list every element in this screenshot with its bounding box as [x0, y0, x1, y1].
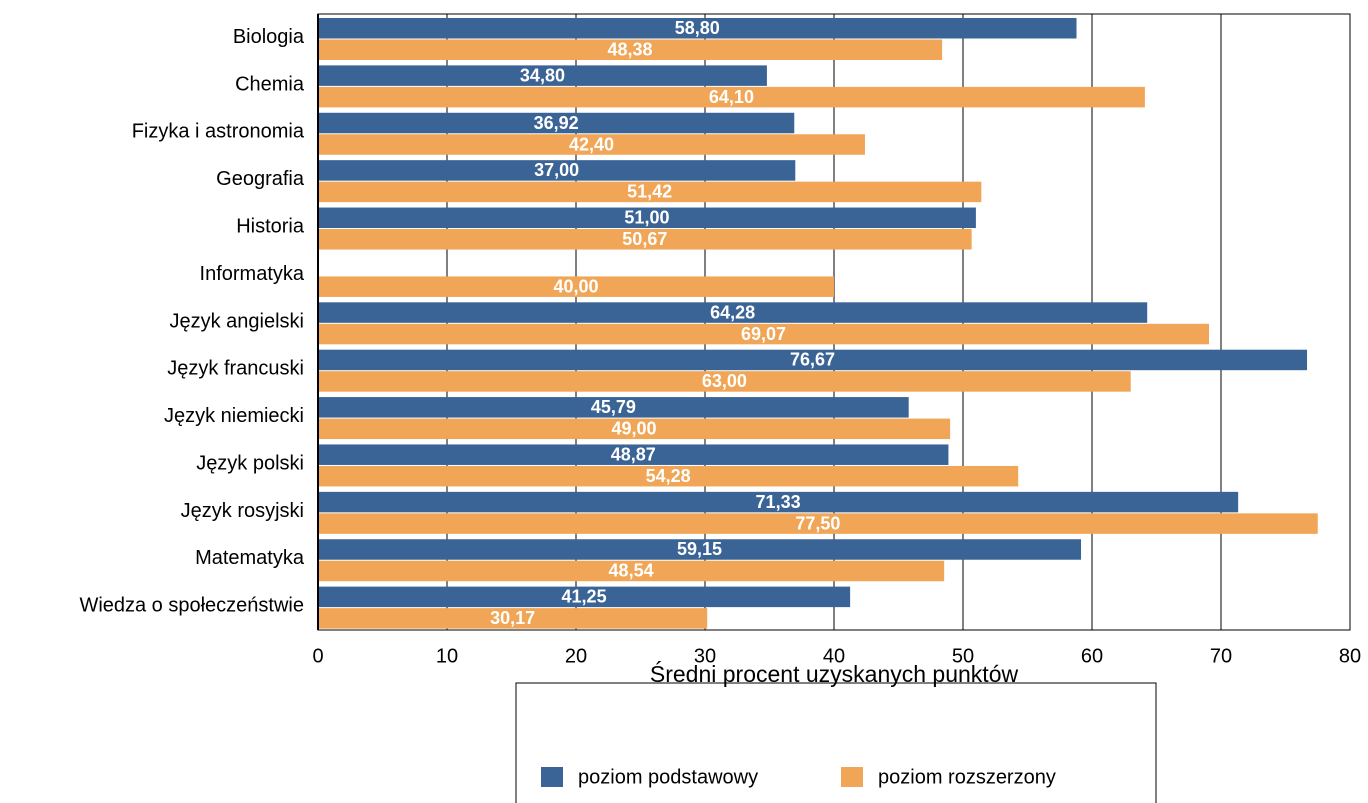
bar	[318, 207, 976, 229]
bar	[318, 418, 951, 440]
x-tick-label: 60	[1081, 645, 1103, 667]
value-label: 48,87	[611, 444, 656, 464]
value-label: 45,79	[591, 397, 636, 417]
y-tick-label: Biologia	[233, 26, 305, 48]
value-label: 34,80	[520, 65, 565, 85]
value-label: 77,50	[795, 513, 840, 533]
x-tick-label: 20	[565, 645, 587, 667]
x-tick-label: 30	[694, 645, 716, 667]
value-label: 51,42	[627, 182, 672, 202]
value-label: 48,54	[609, 561, 654, 581]
legend-label: poziom podstawowy	[578, 766, 758, 788]
bar	[318, 276, 834, 297]
legend-swatch	[841, 767, 863, 787]
x-tick-label: 40	[823, 645, 845, 667]
bar	[318, 465, 1019, 487]
y-tick-label: Wiedza o społeczeństwie	[79, 595, 304, 617]
bar	[318, 323, 1210, 345]
bar	[318, 397, 909, 418]
legend-label: poziom rozszerzony	[878, 766, 1056, 788]
bar	[318, 608, 708, 629]
bar	[318, 112, 795, 134]
bar	[318, 39, 943, 60]
value-label: 51,00	[624, 208, 669, 228]
y-tick-label: Język rosyjski	[181, 500, 304, 522]
y-tick-label: Informatyka	[200, 263, 305, 285]
y-tick-label: Język francuski	[167, 358, 304, 380]
bar	[318, 302, 1148, 323]
bar	[318, 491, 1239, 513]
x-tick-label: 50	[952, 645, 974, 667]
bar	[318, 134, 865, 155]
bar	[318, 181, 982, 203]
y-tick-label: Historia	[236, 216, 305, 238]
value-label: 36,92	[534, 113, 579, 133]
bar	[318, 229, 972, 250]
value-label: 30,17	[490, 608, 535, 628]
x-tick-label: 80	[1339, 645, 1361, 667]
y-tick-label: Chemia	[235, 73, 305, 95]
bar	[318, 513, 1318, 534]
bar	[318, 560, 945, 582]
value-label: 59,15	[677, 539, 722, 559]
value-label: 64,28	[710, 302, 755, 322]
value-label: 63,00	[702, 371, 747, 391]
value-label: 58,80	[675, 18, 720, 38]
legend-box	[515, 682, 1157, 803]
value-label: 40,00	[553, 276, 598, 296]
value-label: 69,07	[741, 324, 786, 344]
value-label: 76,67	[790, 350, 835, 370]
x-tick-label: 0	[312, 645, 323, 667]
value-label: 49,00	[612, 419, 657, 439]
value-label: 71,33	[756, 492, 801, 512]
value-label: 41,25	[562, 587, 607, 607]
bar	[318, 65, 767, 86]
y-tick-label: Język angielski	[169, 310, 304, 332]
value-label: 37,00	[534, 160, 579, 180]
legend-swatch	[541, 767, 563, 787]
bar	[318, 349, 1308, 371]
y-tick-label: Język niemiecki	[164, 405, 304, 427]
bar	[318, 444, 949, 465]
value-label: 48,38	[608, 40, 653, 60]
y-tick-label: Fizyka i astronomia	[132, 121, 305, 143]
bar	[318, 18, 1077, 39]
y-tick-label: Język polski	[196, 452, 304, 474]
y-tick-label: Matematyka	[195, 547, 305, 569]
x-tick-label: 70	[1210, 645, 1232, 667]
y-tick-label: Geografia	[216, 168, 305, 190]
x-tick-label: 10	[436, 645, 458, 667]
value-label: 64,10	[709, 87, 754, 107]
bar	[318, 539, 1082, 560]
value-label: 50,67	[622, 229, 667, 249]
bar	[318, 160, 796, 181]
bar	[318, 586, 851, 608]
bar	[318, 371, 1131, 392]
value-label: 42,40	[569, 134, 614, 154]
bar	[318, 86, 1145, 108]
value-label: 54,28	[646, 466, 691, 486]
